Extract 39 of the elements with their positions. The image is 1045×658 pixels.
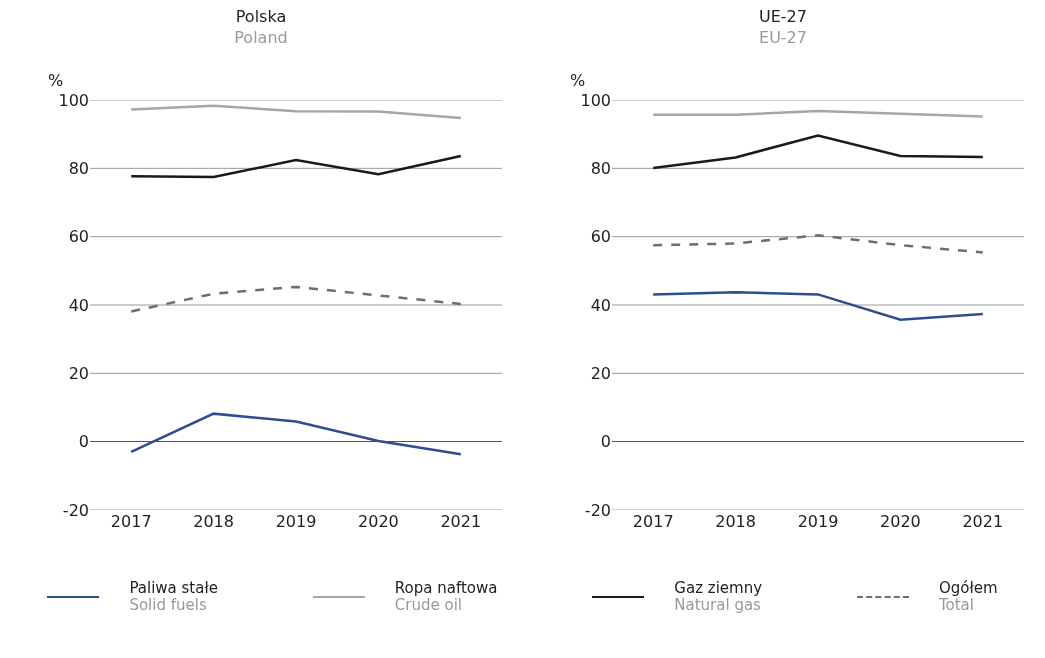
y-axis-title: %	[570, 71, 586, 90]
y-tick-label: 80	[68, 158, 89, 178]
x-tick-label: 2018	[715, 512, 756, 531]
y-tick-label: 60	[68, 227, 89, 247]
line-series	[129, 285, 463, 313]
y-tick-label: 40	[590, 295, 611, 315]
chart-title: Polska Poland	[234, 7, 288, 48]
x-tick-label: 2020	[880, 512, 921, 531]
y-tick-label: 20	[68, 363, 89, 383]
x-tick-label: 2019	[275, 512, 317, 531]
y-tick-label: 80	[590, 158, 611, 178]
line-series	[129, 104, 463, 120]
x-tick-label: 2017	[632, 512, 674, 531]
y-tick-label: -20	[584, 500, 611, 520]
legend-label: Gaz ziemny Natural gas	[674, 579, 763, 614]
x-tick-label: 2021	[440, 512, 482, 531]
x-tick-label: 2018	[193, 512, 234, 531]
y-tick-label: 20	[590, 363, 611, 383]
line-series	[651, 291, 985, 321]
y-tick-label: 40	[68, 295, 89, 315]
line-series	[129, 154, 463, 179]
x-tick-label: 2019	[797, 512, 839, 531]
line-series	[129, 412, 463, 456]
y-tick-label: 0	[78, 432, 89, 452]
chart-title: UE-27 EU-27	[759, 7, 807, 48]
legend-label: Ropa naftowa Crude oil	[394, 579, 498, 614]
x-tick-label: 2021	[962, 512, 1004, 531]
legend-label: Paliwa stałe Solid fuels	[129, 579, 218, 614]
line-series	[651, 134, 985, 170]
y-tick-label: -20	[62, 500, 89, 520]
x-tick-label: 2020	[358, 512, 399, 531]
legend-label: Ogółem Total	[938, 579, 998, 614]
y-tick-label: 60	[590, 227, 611, 247]
y-tick-label: 0	[600, 432, 611, 452]
y-tick-label: 100	[580, 90, 611, 110]
line-series	[651, 234, 985, 254]
x-tick-label: 2017	[110, 512, 152, 531]
y-tick-label: 100	[58, 90, 89, 110]
y-axis-title: %	[48, 71, 64, 90]
